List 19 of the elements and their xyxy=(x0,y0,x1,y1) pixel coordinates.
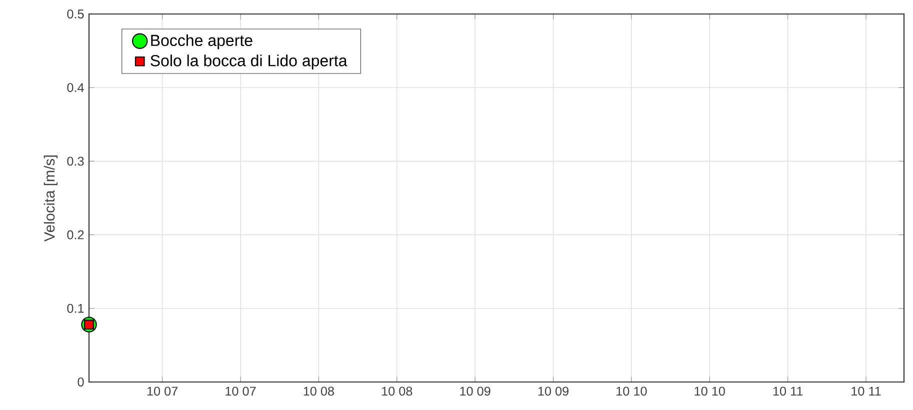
y-tick-label: 0.4 xyxy=(67,83,84,92)
x-tick-label: 10 07 xyxy=(147,386,178,396)
x-tick-label: 10 08 xyxy=(382,386,412,396)
x-tick-label: 10 10 xyxy=(616,386,647,396)
legend-label: Bocche aperte xyxy=(151,34,252,50)
x-tick-label: 10 10 xyxy=(694,386,725,396)
y-axis-title: Velocita [m/s] xyxy=(44,155,58,242)
y-tick-label: 0.5 xyxy=(67,10,84,18)
y-tick-label: 0.1 xyxy=(67,304,84,313)
x-tick-label: 10 09 xyxy=(460,386,490,396)
y-tick-label: 0 xyxy=(78,378,84,386)
x-tick-label: 10 11 xyxy=(773,386,803,396)
x-tick-label: 10 11 xyxy=(852,386,881,396)
x-tick-label: 10 09 xyxy=(538,386,568,396)
x-tick-label: 10 07 xyxy=(226,386,256,396)
y-tick-label: 0.2 xyxy=(67,230,84,240)
x-tick-label: 10 08 xyxy=(304,386,334,396)
legend-label: Solo la bocca di Lido aperta xyxy=(150,54,348,70)
y-tick-label: 0.3 xyxy=(67,156,84,166)
